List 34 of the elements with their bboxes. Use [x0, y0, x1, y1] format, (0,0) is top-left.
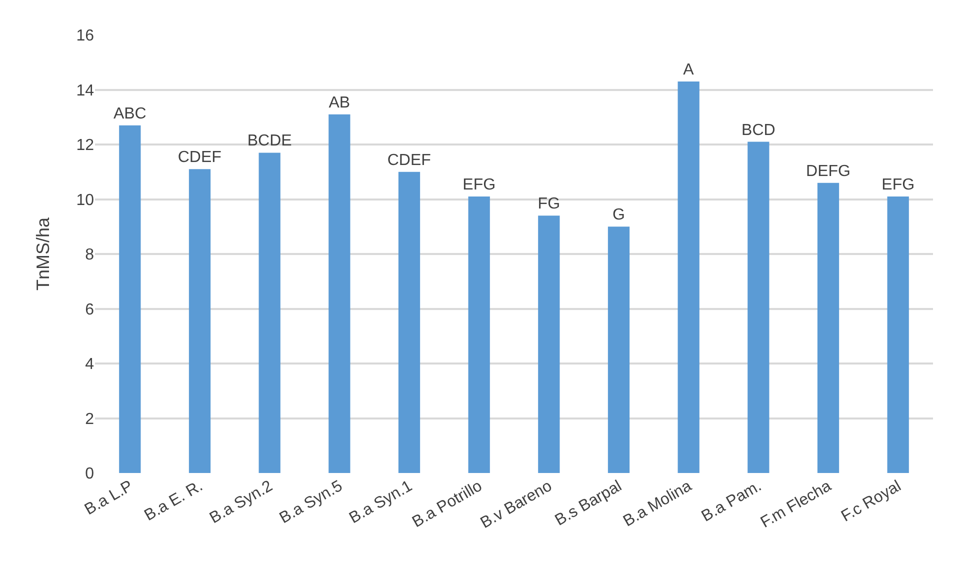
- data-label: EFG: [462, 176, 496, 194]
- y-tick-label: 4: [85, 356, 94, 374]
- y-axis-title: TnMS/ha: [33, 216, 53, 291]
- y-tick-label: 12: [76, 137, 94, 154]
- bar: [748, 142, 770, 473]
- y-tick-label: 14: [76, 82, 94, 100]
- y-tick-label: 16: [76, 28, 94, 45]
- data-label: G: [612, 206, 625, 224]
- data-label: FG: [538, 196, 560, 213]
- data-label: CDEF: [178, 149, 222, 166]
- data-label: EFG: [882, 176, 915, 194]
- data-label: BCDE: [247, 132, 292, 150]
- bar: [468, 196, 490, 473]
- bar: [817, 182, 840, 473]
- data-label: ABC: [113, 105, 146, 122]
- y-tick-label: 6: [85, 301, 94, 318]
- data-label: DEFG: [806, 162, 850, 180]
- bar: [119, 125, 141, 473]
- y-tick-label: 2: [85, 410, 94, 428]
- bar: [188, 169, 211, 473]
- bar: [258, 152, 280, 473]
- data-label: BCD: [742, 122, 776, 139]
- y-tick-label: 10: [76, 192, 94, 209]
- data-label: CDEF: [387, 152, 432, 169]
- bar: [328, 114, 350, 473]
- x-tick-label: B.a E. R.: [142, 478, 206, 524]
- y-tick-label: 8: [85, 246, 94, 264]
- data-label: A: [683, 62, 694, 79]
- bar: [398, 172, 420, 473]
- data-label: AB: [328, 94, 350, 112]
- bar: [887, 196, 909, 473]
- bar: [538, 216, 560, 473]
- bar: [608, 226, 630, 473]
- bar: [678, 82, 700, 473]
